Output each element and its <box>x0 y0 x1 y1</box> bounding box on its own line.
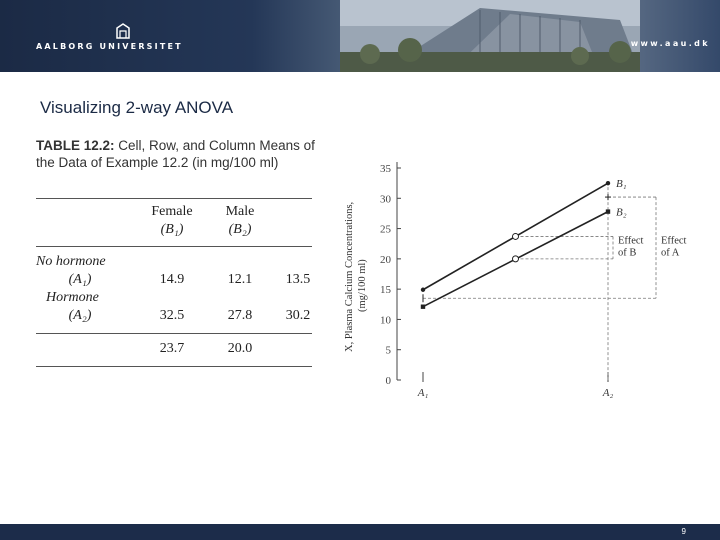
y-tick-label-15: 15 <box>380 284 392 296</box>
y-tick-label-35: 35 <box>380 163 392 175</box>
annotation-effect-b-line1: Effect <box>618 235 644 246</box>
table-middle-rule <box>36 333 312 334</box>
series-label-0: B₁ <box>616 178 627 190</box>
row-mean-a1: 13.5 <box>285 272 311 287</box>
interaction-chart: 0 5 10 15 20 25 30 35 X, Plasma Calcium Concentr… <box>344 162 687 399</box>
x-tick-label-1: A₂ <box>602 387 614 399</box>
marker-mean-b1 <box>512 232 519 240</box>
row-label-hormone: Hormone <box>46 290 99 305</box>
annotation-effect-a-line1: Effect <box>661 235 687 246</box>
university-logo[interactable]: AALBORG UNIVERSITET <box>36 22 181 62</box>
row-mean-a2: 30.2 <box>285 308 311 323</box>
y-tick-label-25: 25 <box>380 224 392 236</box>
y-axis-title-line2: (mg/100 ml) <box>357 259 368 312</box>
y-tick-label-0: 0 <box>386 375 392 387</box>
y-tick-label-5: 5 <box>386 345 392 357</box>
table-bottom-rule <box>36 366 312 367</box>
data-point-s0-0 <box>420 287 426 292</box>
col-header-female: Female <box>151 204 193 219</box>
col-mean-b2: 20.0 <box>227 341 253 356</box>
row-symbol-a1: (A₁) <box>68 272 92 287</box>
table-header-rule <box>36 246 312 247</box>
y-tick-label-30: 30 <box>380 193 392 205</box>
page-number: 9 <box>681 527 686 536</box>
row-label-no-hormone: No hormone <box>36 254 106 269</box>
data-point-s1-0 <box>420 304 426 309</box>
table-top-rule <box>36 198 312 199</box>
data-point-s1-1 <box>605 209 611 214</box>
logo-emblem-icon <box>116 23 130 39</box>
x-tick-label-0: A₁ <box>417 387 429 399</box>
table-caption: TABLE 12.2: Cell, Row, and Column Means … <box>36 137 326 171</box>
data-point-s0-1 <box>605 180 611 186</box>
row-symbol-a2: (A₂) <box>68 308 92 323</box>
y-tick-label-10: 10 <box>380 314 392 326</box>
col-header-female-symbol: (B₁) <box>160 222 184 237</box>
col-mean-b1: 23.7 <box>159 341 185 356</box>
col-header-male-symbol: (B₂) <box>228 222 252 237</box>
cell-a1-b1: 14.9 <box>159 272 185 287</box>
slide-title: Visualizing 2-way ANOVA <box>40 98 234 117</box>
y-tick-label-20: 20 <box>380 254 392 266</box>
col-header-male: Male <box>225 204 255 219</box>
annotation-effect-b-line2: of B <box>618 247 636 258</box>
series-label-1: B₂ <box>616 207 627 219</box>
header-banner: AALBORG UNIVERSITET www.aau.dk <box>0 0 720 72</box>
website-url[interactable]: www.aau.dk <box>630 39 710 48</box>
footer-bar: 9 <box>0 524 720 540</box>
cell-a2-b2: 27.8 <box>227 308 253 323</box>
campus-photo <box>340 0 640 72</box>
marker-mean-b2 <box>512 255 519 263</box>
annotation-effect-a-line2: of A <box>661 247 680 258</box>
cell-a2-b1: 32.5 <box>159 308 185 323</box>
y-axis-title-line1: X, Plasma Calcium Concentrations, <box>344 202 355 352</box>
caption-text: Cell, Row, and Column Means of the Data … <box>36 138 315 170</box>
cell-a1-b2: 12.1 <box>227 272 253 287</box>
logo-text: AALBORG UNIVERSITET <box>36 42 183 51</box>
caption-label: TABLE 12.2: <box>36 138 115 153</box>
